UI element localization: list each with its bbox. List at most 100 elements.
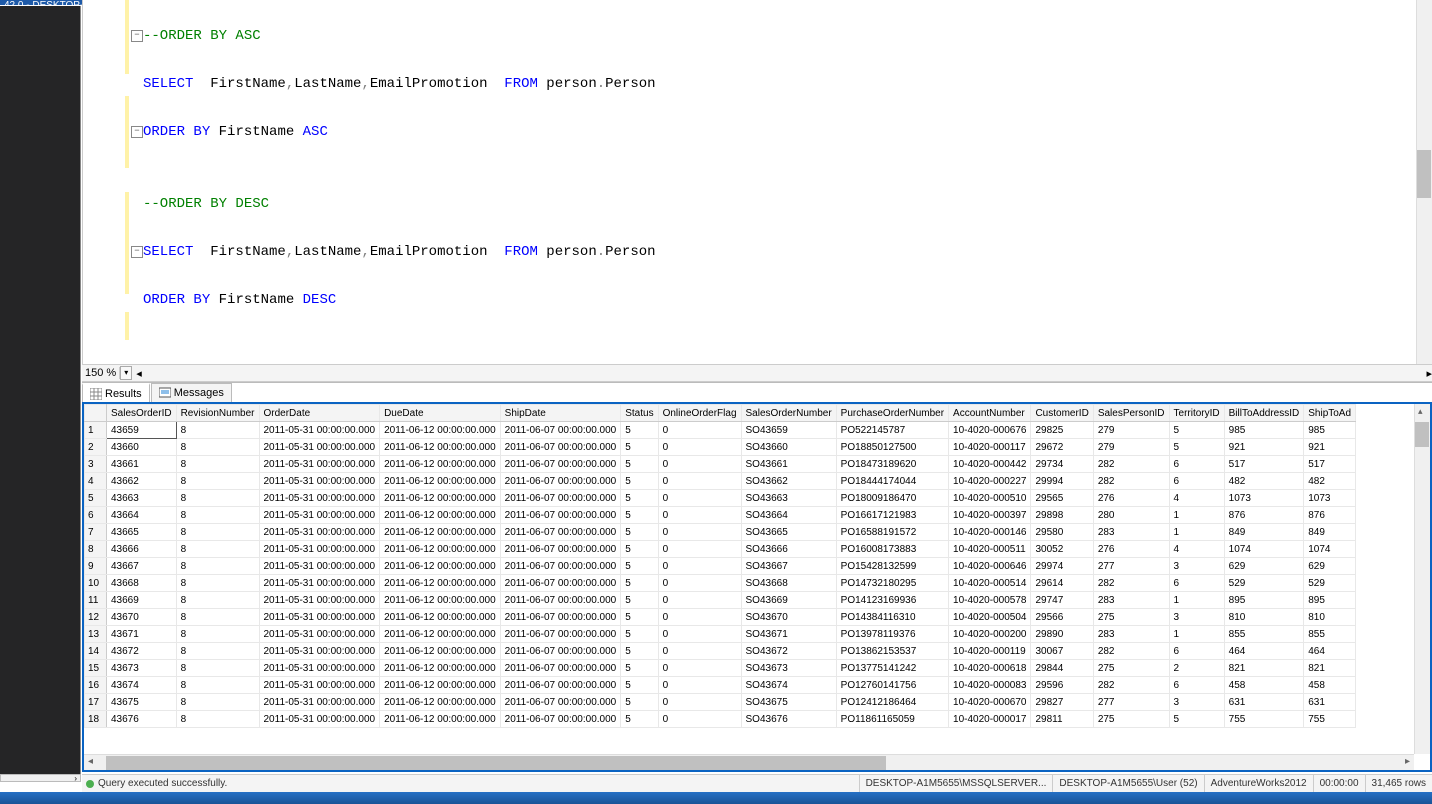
cell[interactable]: 8 [176, 524, 259, 541]
cell[interactable]: 10-4020-000017 [949, 711, 1031, 728]
cell[interactable]: PO13862153537 [836, 643, 948, 660]
cell[interactable]: 529 [1304, 575, 1356, 592]
row-number[interactable]: 7 [85, 524, 107, 541]
cell[interactable]: SO43676 [741, 711, 836, 728]
cell[interactable]: 29596 [1031, 677, 1093, 694]
cell[interactable]: SO43660 [741, 439, 836, 456]
cell[interactable]: 43670 [107, 609, 177, 626]
cell[interactable]: 5 [621, 609, 658, 626]
cell[interactable]: PO11861165059 [836, 711, 948, 728]
cell[interactable]: 1 [1169, 626, 1224, 643]
cell[interactable]: 4 [1169, 541, 1224, 558]
cell[interactable]: 282 [1093, 456, 1169, 473]
cell[interactable]: 2011-05-31 00:00:00.000 [259, 626, 380, 643]
cell[interactable]: 10-4020-000514 [949, 575, 1031, 592]
cell[interactable]: 895 [1224, 592, 1304, 609]
table-row[interactable]: 34366182011-05-31 00:00:00.0002011-06-12… [85, 456, 1356, 473]
cell[interactable]: 3 [1169, 609, 1224, 626]
cell[interactable]: 821 [1224, 660, 1304, 677]
cell[interactable]: SO43672 [741, 643, 836, 660]
cell[interactable]: SO43675 [741, 694, 836, 711]
cell[interactable]: 5 [621, 677, 658, 694]
cell[interactable]: SO43665 [741, 524, 836, 541]
column-header[interactable]: CustomerID [1031, 405, 1093, 422]
cell[interactable]: 517 [1224, 456, 1304, 473]
cell[interactable]: 277 [1093, 558, 1169, 575]
cell[interactable]: 810 [1304, 609, 1356, 626]
row-number[interactable]: 2 [85, 439, 107, 456]
table-row[interactable]: 14365982011-05-31 00:00:00.0002011-06-12… [85, 422, 1356, 439]
column-header[interactable]: SalesOrderID [107, 405, 177, 422]
editor-vscroll[interactable] [1416, 0, 1432, 364]
cell[interactable]: 0 [658, 439, 741, 456]
row-number[interactable]: 4 [85, 473, 107, 490]
cell[interactable]: 8 [176, 422, 259, 439]
cell[interactable]: 43664 [107, 507, 177, 524]
cell[interactable]: 1 [1169, 592, 1224, 609]
cell[interactable]: 755 [1224, 711, 1304, 728]
cell[interactable]: 8 [176, 626, 259, 643]
cell[interactable]: 2011-05-31 00:00:00.000 [259, 541, 380, 558]
cell[interactable]: 275 [1093, 711, 1169, 728]
cell[interactable]: 10-4020-000618 [949, 660, 1031, 677]
cell[interactable]: 464 [1304, 643, 1356, 660]
cell[interactable]: 629 [1304, 558, 1356, 575]
cell[interactable]: 2011-06-12 00:00:00.000 [380, 677, 501, 694]
cell[interactable]: 5 [621, 473, 658, 490]
cell[interactable]: PO18473189620 [836, 456, 948, 473]
cell[interactable]: SO43669 [741, 592, 836, 609]
cell[interactable]: 6 [1169, 575, 1224, 592]
cell[interactable]: 876 [1304, 507, 1356, 524]
cell[interactable]: 276 [1093, 541, 1169, 558]
column-header[interactable]: OnlineOrderFlag [658, 405, 741, 422]
cell[interactable]: 43676 [107, 711, 177, 728]
cell[interactable]: 0 [658, 711, 741, 728]
cell[interactable]: 4 [1169, 490, 1224, 507]
column-header[interactable]: Status [621, 405, 658, 422]
cell[interactable]: 29734 [1031, 456, 1093, 473]
cell[interactable]: 5 [621, 439, 658, 456]
cell[interactable]: 279 [1093, 439, 1169, 456]
cell[interactable]: 8 [176, 541, 259, 558]
cell[interactable]: 2011-06-07 00:00:00.000 [500, 473, 621, 490]
cell[interactable]: 43665 [107, 524, 177, 541]
cell[interactable]: 8 [176, 592, 259, 609]
cell[interactable]: 2011-06-07 00:00:00.000 [500, 694, 621, 711]
cell[interactable]: 5 [621, 643, 658, 660]
cell[interactable]: 2011-05-31 00:00:00.000 [259, 643, 380, 660]
row-number[interactable]: 12 [85, 609, 107, 626]
cell[interactable]: 10-4020-000646 [949, 558, 1031, 575]
cell[interactable]: 3 [1169, 694, 1224, 711]
cell[interactable]: 5 [1169, 711, 1224, 728]
cell[interactable]: 895 [1304, 592, 1356, 609]
cell[interactable]: 43666 [107, 541, 177, 558]
cell[interactable]: 2011-06-12 00:00:00.000 [380, 439, 501, 456]
cell[interactable]: PO15428132599 [836, 558, 948, 575]
table-row[interactable]: 164367482011-05-31 00:00:00.0002011-06-1… [85, 677, 1356, 694]
row-number[interactable]: 14 [85, 643, 107, 660]
cell[interactable]: 282 [1093, 643, 1169, 660]
cell[interactable]: 921 [1304, 439, 1356, 456]
cell[interactable]: 458 [1304, 677, 1356, 694]
cell[interactable]: 43668 [107, 575, 177, 592]
cell[interactable]: 0 [658, 626, 741, 643]
column-header[interactable]: ShipDate [500, 405, 621, 422]
cell[interactable]: 2011-06-07 00:00:00.000 [500, 456, 621, 473]
cell[interactable]: 5 [621, 694, 658, 711]
sql-editor[interactable]: − − − --ORDER BY ASC SELECT FirstName,La… [82, 0, 1432, 364]
tab-results[interactable]: Results [82, 383, 150, 402]
cell[interactable]: 8 [176, 507, 259, 524]
cell[interactable]: SO43666 [741, 541, 836, 558]
cell[interactable]: 2011-06-12 00:00:00.000 [380, 558, 501, 575]
editor-hscroll[interactable]: ◂ [136, 367, 1426, 380]
tab-messages[interactable]: Messages [151, 383, 232, 402]
cell[interactable]: 282 [1093, 473, 1169, 490]
cell[interactable]: 631 [1304, 694, 1356, 711]
cell[interactable]: 43673 [107, 660, 177, 677]
cell[interactable]: 1074 [1224, 541, 1304, 558]
cell[interactable]: 43659 [107, 422, 177, 439]
cell[interactable]: 2011-05-31 00:00:00.000 [259, 439, 380, 456]
cell[interactable]: 8 [176, 490, 259, 507]
cell[interactable]: 43671 [107, 626, 177, 643]
cell[interactable]: 279 [1093, 422, 1169, 439]
